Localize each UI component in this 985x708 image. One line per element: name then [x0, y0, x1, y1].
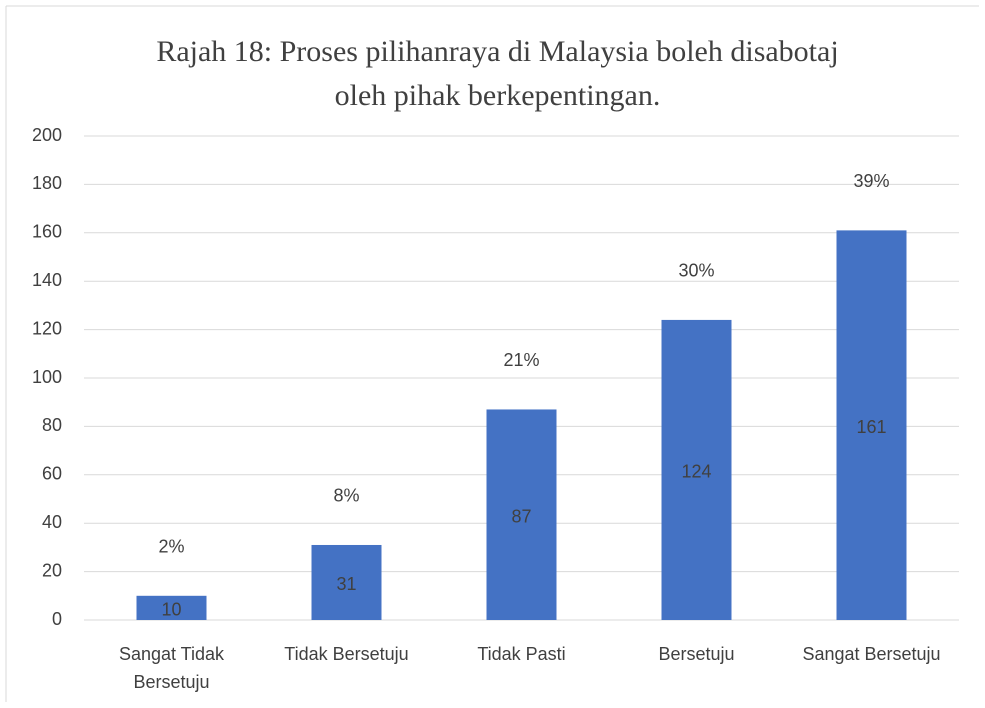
value-label: 31: [336, 574, 356, 594]
annotation: 39%: [853, 171, 889, 191]
value-label: 87: [511, 506, 531, 526]
y-tick-label: 140: [32, 270, 62, 290]
y-tick-label: 20: [42, 560, 62, 580]
chart-title: Rajah 18: Proses pilihanraya di Malaysia…: [156, 35, 839, 112]
y-tick-label: 120: [32, 318, 62, 338]
y-tick-label: 40: [42, 512, 62, 532]
x-tick-label: Bersetuju: [658, 644, 735, 664]
value-label: 161: [856, 417, 886, 437]
bar: [311, 544, 382, 620]
x-tick-label: Tidak Bersetuju: [284, 644, 409, 664]
x-tick-label: Sangat Bersetuju: [802, 644, 941, 664]
annotation: 8%: [333, 486, 359, 506]
value-label: 10: [161, 600, 181, 620]
bar: [836, 230, 907, 620]
bar: [486, 409, 557, 620]
y-tick-label: 80: [42, 415, 62, 435]
y-tick-label: 100: [32, 367, 62, 387]
y-tick-label: 160: [32, 222, 62, 242]
y-tick-label: 0: [52, 609, 62, 629]
y-tick-label: 60: [42, 464, 62, 484]
annotation: 30%: [678, 261, 714, 281]
y-tick-label: 200: [32, 125, 62, 145]
value-label: 124: [681, 462, 711, 482]
x-tick-label: Tidak Pasti: [477, 644, 566, 664]
x-tick-label: Sangat Tidak Bersetuju: [118, 644, 225, 692]
bar: [136, 595, 207, 620]
y-tick-label: 180: [32, 173, 62, 193]
annotation: 2%: [158, 537, 184, 557]
annotation: 21%: [503, 350, 539, 370]
bar: [661, 319, 732, 620]
